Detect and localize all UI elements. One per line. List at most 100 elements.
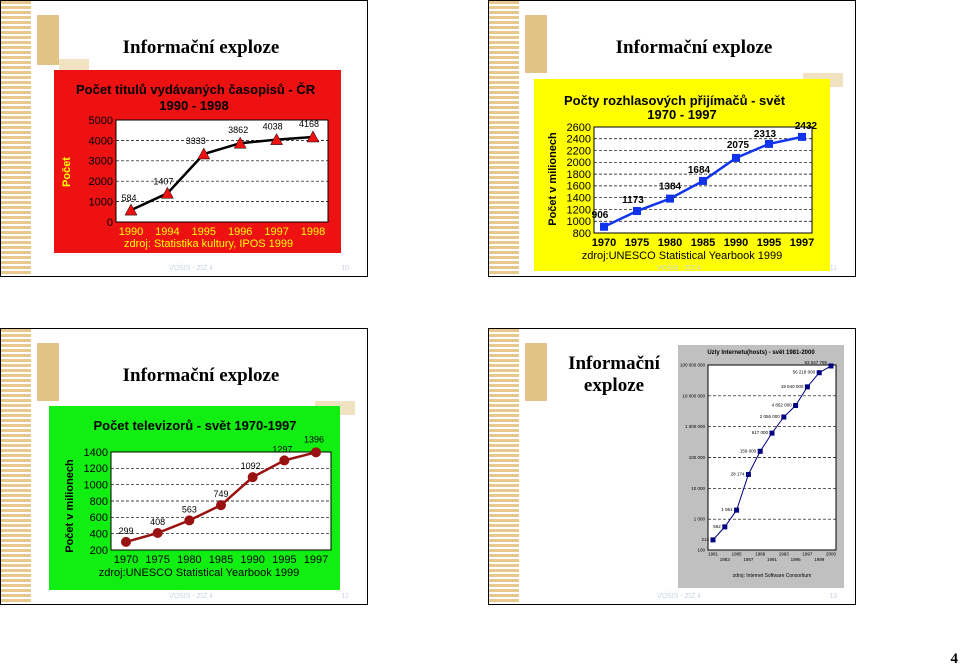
chart-data-label: 1092 [241, 461, 261, 471]
chart-data-point [160, 186, 174, 199]
chart-magazine-titles: Počet titulů vydávaných časopisů - ČR199… [54, 70, 341, 253]
chart-y-tick-label: 10 000 [691, 486, 705, 491]
chart-source-label: zdroj: Statistika kultury, IPOS 1999 [124, 238, 293, 250]
chart-y-axis-label: Počet v milionech [64, 459, 76, 553]
chart-y-tick-label: 1400 [84, 447, 108, 459]
chart-data-point [216, 500, 226, 511]
chart-x-tick-label: 1985 [691, 237, 715, 249]
chart-y-tick-label: 3000 [89, 156, 113, 168]
chart-y-tick-label: 10 000 000 [682, 393, 705, 398]
slide-decoration-square [525, 15, 547, 73]
chart-series-line [130, 135, 314, 212]
chart-data-label: 1407 [153, 176, 173, 186]
chart-x-tick-label: 1980 [658, 237, 682, 249]
chart-x-tick-label: 1994 [155, 226, 179, 238]
slide-number: 12 [341, 593, 349, 600]
chart-x-tick-label: 1997 [304, 554, 328, 566]
chart-x-tick-label: 1993 [779, 552, 790, 557]
chart-subtitle: 1990 - 1998 [159, 98, 228, 113]
chart-x-tick-label: 1985 [732, 552, 743, 557]
slide-3: Informační exploze Počet televizorů - sv… [0, 328, 368, 605]
chart-y-tick-label: 400 [90, 529, 108, 541]
slide-number: 11 [829, 265, 837, 272]
chart-y-tick-label: 2600 [567, 122, 591, 134]
slide-title: Informační exploze [122, 37, 280, 58]
chart-x-tick-label: 1970 [114, 554, 138, 566]
chart-source-label: zdroj:UNESCO Statistical Yearbook 1999 [99, 567, 300, 579]
chart-title: Počet titulů vydávaných časopisů - ČR [76, 82, 316, 97]
chart-data-point [828, 363, 834, 369]
slide-decoration-stripe [489, 1, 519, 276]
chart-data-label: 4038 [263, 122, 283, 132]
chart-data-label: 617 000 [752, 430, 769, 435]
chart-title: Počet televizorů - svět 1970-1997 [93, 418, 296, 433]
chart-x-tick-label: 1990 [724, 237, 748, 249]
chart-data-label: 28 174 [731, 471, 745, 476]
slide-title: Informační [568, 353, 660, 374]
chart-data-label: 4168 [299, 119, 319, 129]
chart-data-point [306, 130, 320, 143]
chart-data-point [184, 515, 195, 526]
chart-data-point [732, 153, 740, 162]
slide-1: Informační exploze Počet titulů vydávaný… [0, 0, 368, 277]
chart-data-label: 584 [121, 193, 136, 203]
chart-x-tick-label: 1997 [802, 552, 813, 557]
chart-data-point [757, 448, 763, 454]
chart-data-label: 93 047 785 [804, 360, 827, 365]
chart-data-point [745, 471, 751, 477]
chart-data-point [710, 537, 716, 543]
chart-data-point [769, 430, 775, 436]
chart-y-tick-label: 4000 [89, 135, 113, 147]
chart-plot-area [707, 364, 837, 551]
chart-y-tick-label: 2400 [567, 134, 591, 146]
slide-title: Informační exploze [615, 37, 773, 58]
chart-data-label: 749 [213, 489, 228, 499]
chart-data-point [124, 203, 138, 216]
chart-x-tick-label: 1987 [743, 557, 754, 562]
chart-data-point [734, 507, 740, 513]
chart-x-tick-label: 1990 [240, 554, 264, 566]
chart-y-axis-label: Počet v milionech [547, 132, 559, 226]
chart-data-label: 1297 [272, 444, 292, 454]
slide-footer: VOŠIS - ZIZ 4 [657, 593, 701, 600]
slide-title: exploze [583, 375, 645, 396]
chart-y-tick-label: 2200 [567, 145, 591, 157]
chart-data-label: 906 [592, 210, 609, 221]
chart-plot-area [115, 119, 329, 223]
chart-x-tick-label: 1998 [301, 226, 325, 238]
chart-y-tick-label: 1000 [89, 196, 113, 208]
chart-data-point [152, 528, 163, 539]
chart-x-tick-label: 1981 [708, 552, 719, 557]
chart-x-tick-label: 1990 [119, 226, 143, 238]
chart-y-tick-label: 100 [697, 548, 705, 553]
chart-data-label: 563 [182, 504, 197, 514]
slide-decoration-stripe [1, 1, 31, 276]
chart-x-tick-label: 1995 [272, 554, 296, 566]
slide-footer: VOŠIS - ZIZ 4 [169, 593, 213, 600]
chart-data-point [781, 414, 787, 420]
chart-data-point [816, 370, 822, 376]
chart-data-point [722, 524, 728, 530]
chart-data-point [633, 207, 641, 216]
chart-radio-receivers: Počty rozhlasových přijímačů - svět1970 … [534, 79, 830, 271]
slide-footer: VOŠIS - ZIZ 4 [169, 265, 213, 272]
chart-y-tick-label: 1800 [567, 169, 591, 181]
chart-x-tick-label: 1975 [145, 554, 169, 566]
slide-number: 10 [341, 265, 349, 272]
chart-y-tick-label: 1400 [567, 193, 591, 205]
chart-y-tick-label: 1200 [84, 463, 108, 475]
chart-subtitle: 1970 - 1997 [647, 107, 716, 122]
chart-x-tick-label: 1985 [209, 554, 233, 566]
chart-y-tick-label: 100 000 000 [680, 363, 706, 368]
page-number: 4 [950, 651, 959, 667]
chart-data-label: 56 218 000 [793, 370, 816, 375]
chart-x-tick-label: 1975 [625, 237, 649, 249]
slide-decoration-square [37, 15, 59, 65]
chart-data-point [311, 447, 321, 458]
chart-y-tick-label: 1 000 [694, 517, 706, 522]
slide-decoration-stripe [1, 329, 31, 604]
chart-title: Počty rozhlasových přijímačů - svět [564, 93, 786, 108]
slide-decoration-stripe [489, 329, 519, 604]
chart-x-tick-label: 1999 [814, 557, 825, 562]
slide-decoration-square [37, 343, 59, 401]
